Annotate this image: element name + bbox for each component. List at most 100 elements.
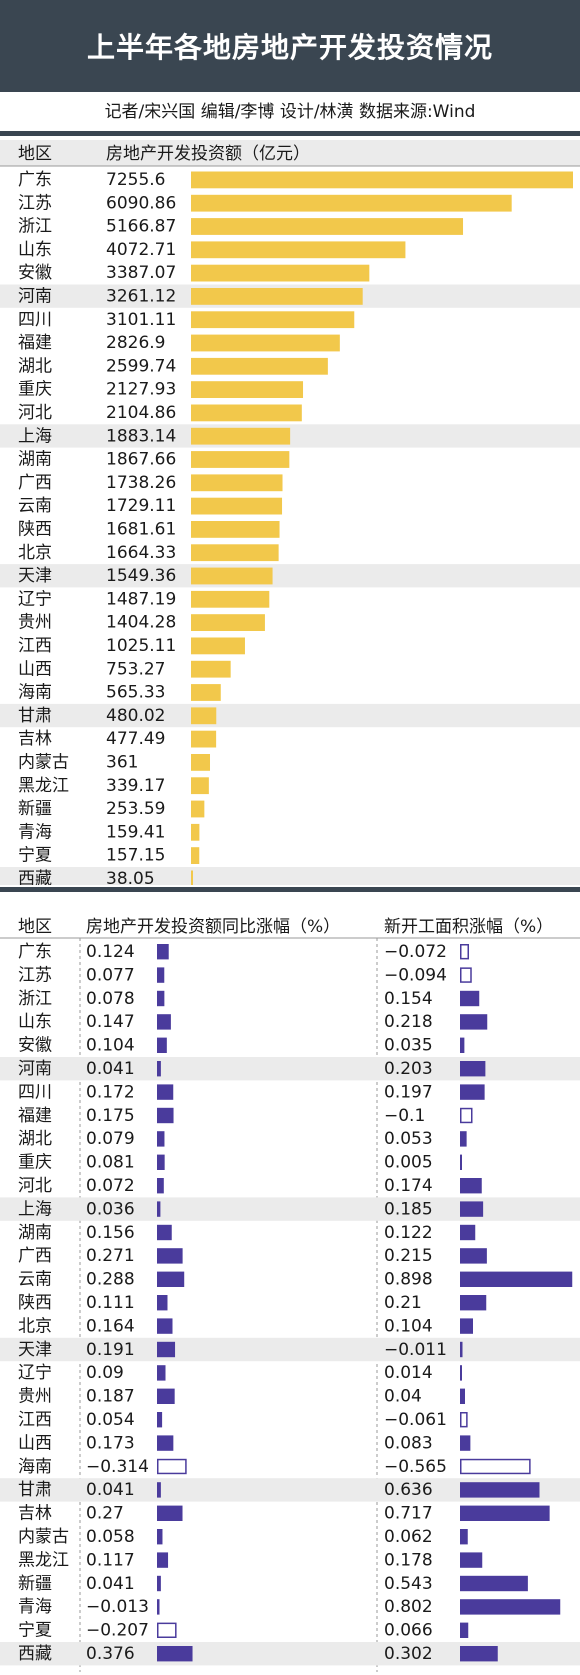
chart2-region-label: 西藏 [18,1644,52,1664]
chart1-value-label: 5166.87 [106,217,176,237]
chart2-new-construction-bar [460,1154,462,1170]
chart2-new-construction-bar [460,1178,482,1194]
chart2-investment-growth-bar-negative [157,1622,177,1638]
chart1-region-label: 新疆 [18,799,52,819]
chart2-region-label: 新疆 [18,1574,52,1594]
chart1-bar [191,521,280,538]
chart1-bar [191,870,194,885]
chart1-value-label: 753.27 [106,659,165,679]
chart2-new-construction-bar [460,1622,469,1638]
chart1-bar [191,823,200,841]
chart2-investment-growth-bar [157,1529,163,1545]
chart2-investment-growth-bar [157,1646,193,1662]
chart1-value-label: 3101.11 [106,310,176,330]
chart1-value-label: 1549.36 [106,566,176,586]
chart1-bar [191,311,355,329]
chart2-region-label: 贵州 [18,1387,52,1407]
chart1-region-label: 甘肃 [18,706,52,726]
chart1-region-label: 安徽 [18,263,52,283]
chart2-new-construction-bar [460,1248,487,1264]
chart2-region-label: 山东 [18,1012,52,1032]
chart1-bar [191,218,464,235]
chart2-investment-growth-label: 0.079 [86,1129,135,1149]
chart1-region-label: 天津 [18,566,52,586]
chart2-investment-growth-bar [157,1318,173,1334]
investment-bar-chart: 地区 房地产开发投资额（亿元） 广东 7255.6 江苏 6090.86 浙江 5166.… [0,140,580,885]
chart2-investment-growth-bar [157,1224,172,1241]
chart2-investment-growth-label: 0.041 [86,1574,135,1594]
chart2-investment-growth-label: 0.077 [86,965,135,985]
chart1-value-label: 1729.11 [106,496,176,516]
chart1-bar [191,614,265,631]
chart2-investment-growth-label: 0.147 [86,1012,135,1032]
chart1-region-label: 宁夏 [18,846,52,866]
chart2-new-construction-label: 0.154 [384,989,433,1009]
chart1-value-label: 2104.86 [106,403,176,423]
chart1-bar [191,451,290,468]
chart2-new-construction-label: 0.218 [384,1012,433,1032]
chart1-bar [191,241,406,259]
chart-title: 上半年各地房地产开发投资情况 [0,0,580,92]
chart1-region-label: 湖北 [18,356,52,376]
chart1-bar [191,800,205,818]
chart1-bar [191,404,302,422]
chart1-region-label: 青海 [18,822,52,842]
chart2-investment-growth-bar [157,1575,161,1592]
chart2-new-construction-bar-negative [460,1458,531,1475]
chart2-region-label: 广西 [18,1246,52,1266]
chart1-bar [191,684,221,701]
chart2-investment-growth-bar [157,1107,174,1124]
chart1-region-label: 广东 [18,170,52,190]
chart2-investment-growth-bar [157,1435,174,1451]
chart2-new-construction-bar [460,1435,471,1451]
chart2-new-construction-label: 0.543 [384,1574,433,1594]
chart1-bar [191,544,279,562]
chart2-new-construction-label: 0.083 [384,1433,433,1453]
chart1-bar [191,590,270,608]
chart2-new-construction-label: 0.215 [384,1246,433,1266]
chart2-investment-growth-label: 0.191 [86,1340,135,1360]
chart2-new-construction-bar [460,1318,473,1334]
chart2-investment-growth-label: 0.111 [86,1293,135,1313]
chart1-value-label: 159.41 [106,822,165,842]
chart2-new-construction-label: 0.178 [384,1550,433,1570]
chart2-investment-growth-bar [157,1341,176,1358]
chart2-new-construction-bar [460,990,480,1007]
chart2-investment-growth-label: 0.376 [86,1644,135,1664]
chart1-value-label: 1487.19 [106,589,176,609]
chart2-new-construction-bar [460,1505,550,1521]
chart2-new-construction-bar [460,1482,540,1498]
chart1-value-label: 253.59 [106,799,165,819]
chart1-rows: 广东 7255.6 江苏 6090.86 浙江 5166.87 山东 4072.71 安徽 338… [0,170,580,885]
chart1-bar [191,730,217,748]
chart2-new-construction-label: 0.185 [384,1199,433,1219]
chart2-investment-growth-bar [157,1365,166,1381]
chart2-region-label: 安徽 [18,1036,52,1056]
chart2-new-construction-bar [460,1271,573,1287]
chart2-investment-growth-label: 0.036 [86,1199,135,1219]
chart2-investment-growth-bar [157,1248,183,1264]
chart2-investment-growth-label: −0.013 [86,1597,149,1617]
chart2-region-label: 河北 [18,1176,52,1196]
chart2-investment-growth-label: 0.054 [86,1410,135,1430]
chart2-region-label: 重庆 [18,1153,52,1173]
chart2-row-shade [0,1057,580,1081]
chart1-region-label: 江西 [18,636,52,656]
chart2-new-construction-label: 0.122 [384,1223,433,1243]
chart1-value-label: 565.33 [106,683,165,703]
chart2-new-construction-label: 0.717 [384,1504,433,1524]
chart2-investment-growth-label: 0.117 [86,1550,135,1570]
chart1-region-label: 内蒙古 [18,753,69,773]
chart1-value-label: 1738.26 [106,473,176,493]
chart2-new-construction-label: 0.04 [384,1387,422,1407]
chart1-region-label: 陕西 [18,520,52,540]
chart2-new-construction-label: 0.302 [384,1644,433,1664]
chart2-investment-growth-bar [157,1037,167,1053]
chart2-investment-growth-header: 房地产开发投资额同比涨幅（%） [86,917,340,937]
chart2-region-label: 上海 [18,1199,52,1219]
chart1-bar [191,777,209,795]
chart1-region-label: 辽宁 [18,589,52,609]
chart2-new-construction-label: 0.035 [384,1036,433,1056]
chart2-investment-growth-bar [157,1178,164,1194]
header-divider [0,131,580,136]
